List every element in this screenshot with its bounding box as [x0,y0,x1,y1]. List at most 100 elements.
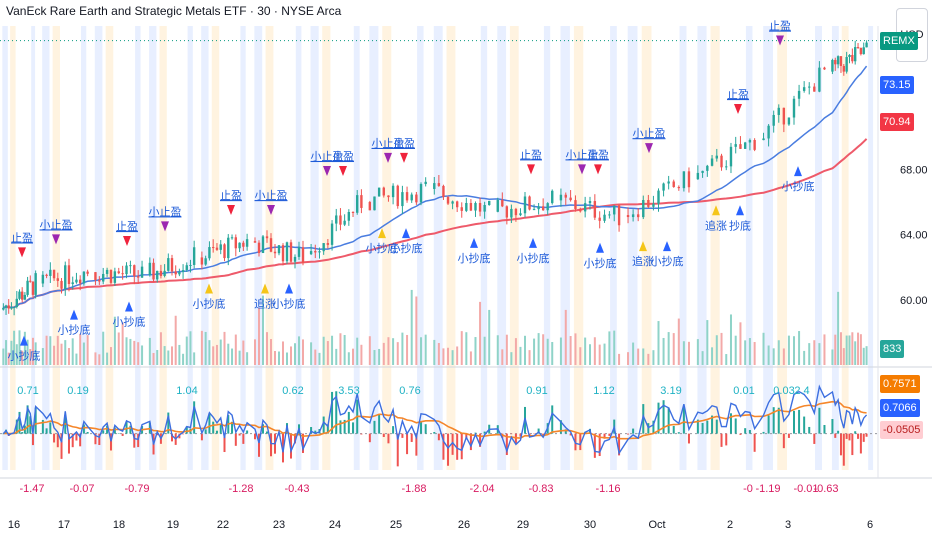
macd-hist-bar [632,428,635,434]
macd-hist-bar [711,415,714,434]
volume-bar [479,301,482,365]
signal-label: 小止盈 [149,205,182,218]
volume-bar [290,346,292,365]
volume-bar [174,315,177,365]
volume-bar [460,331,463,365]
macd-hist-bar [762,431,765,434]
candle-body [60,280,63,289]
candle-body [647,199,650,207]
volume-bar [352,348,355,365]
candle-body [23,294,27,300]
macd-peak-label: 3.19 [660,385,681,397]
volume-bar [86,335,89,365]
candle-body [842,65,846,72]
macd-peak-label: 0.01 [733,385,754,397]
macd-hist-bar [34,407,37,434]
volume-bar [831,349,834,365]
candle-body [451,201,454,204]
volume-bar [483,336,486,365]
volume-bar [141,345,144,365]
macd-hist-bar [117,433,120,434]
band-blue [627,26,638,470]
price-tick-label: 64.00 [900,230,928,242]
volume-bar [53,345,56,365]
signal-label: 追涨 [705,218,727,232]
signal-arrow-down [594,164,602,175]
volume-bar [777,340,780,365]
volume-bar [854,341,857,365]
band-blue [149,26,157,470]
candle-body [483,204,486,212]
macd-hist-bar [862,433,865,442]
signal-label: 小抄底 [193,297,226,311]
volume-bar [193,352,196,365]
volume-bar [456,346,459,365]
macd-hist-bar [725,433,728,446]
band-orange [573,26,584,470]
macd-hist-bar [662,400,665,434]
candle-body [505,206,509,218]
macd-hist-bar [204,429,207,434]
candle-body [31,281,35,295]
band-orange [841,26,849,470]
candle-body [67,265,71,285]
candle-body [667,181,670,184]
candle-body [318,251,321,253]
candles [2,40,868,316]
candle-body [356,195,359,213]
band-orange [777,26,787,470]
candle-body [672,181,675,187]
volume-bar [368,336,371,365]
volume-bar [64,340,67,365]
volume-bar [189,331,192,365]
candle-body [326,243,330,245]
macd-hist-bar [254,433,256,440]
volume-bar [18,330,21,365]
macd-hist-bar [564,429,567,434]
volume-bar [200,330,203,365]
volume-bar [584,337,587,365]
band-blue [42,26,50,470]
macd-hist-bar [637,433,640,435]
volume-bar [782,348,785,365]
candle-body [227,237,230,259]
candle-body [121,273,124,275]
volume-bar [339,333,342,365]
macd-hist-bar [519,433,522,437]
volume-bar [682,341,685,365]
signal-arrow-down [323,165,331,176]
macd-hist-bar [845,433,848,439]
candle-body [792,98,796,118]
candle-body [579,208,582,212]
candle-body [269,238,273,252]
volume-bar [13,330,16,365]
volume-bar [647,353,650,365]
volume-bar [469,351,472,365]
macd-hist-bar [387,433,390,444]
macd-hist-bar [579,433,582,451]
macd-hist-bar [857,433,860,439]
volume-bar [734,335,737,365]
signal-label: 止盈 [11,231,33,244]
time-axis-label: 30 [584,519,596,531]
volume-bar [415,296,418,365]
macd-hist-bar [831,419,834,434]
macd-peak-label: 2.4 [794,385,809,397]
macd-hist-bar [113,427,116,434]
candle-body [396,185,399,207]
candle-body [701,170,704,173]
volume-bar [519,346,522,365]
candle-body [802,87,806,91]
time-axis-label: 17 [58,519,70,531]
candle-body [856,47,860,49]
volume-bar [551,342,554,365]
volume-bar [533,338,536,365]
band-orange [710,26,720,470]
macd-hist-bar [720,433,723,447]
macd-hist-bar [706,420,709,434]
candle-body [373,196,376,211]
candle-body [192,247,196,265]
signal-label: 止盈 [727,88,749,101]
volume-bar [208,340,211,365]
